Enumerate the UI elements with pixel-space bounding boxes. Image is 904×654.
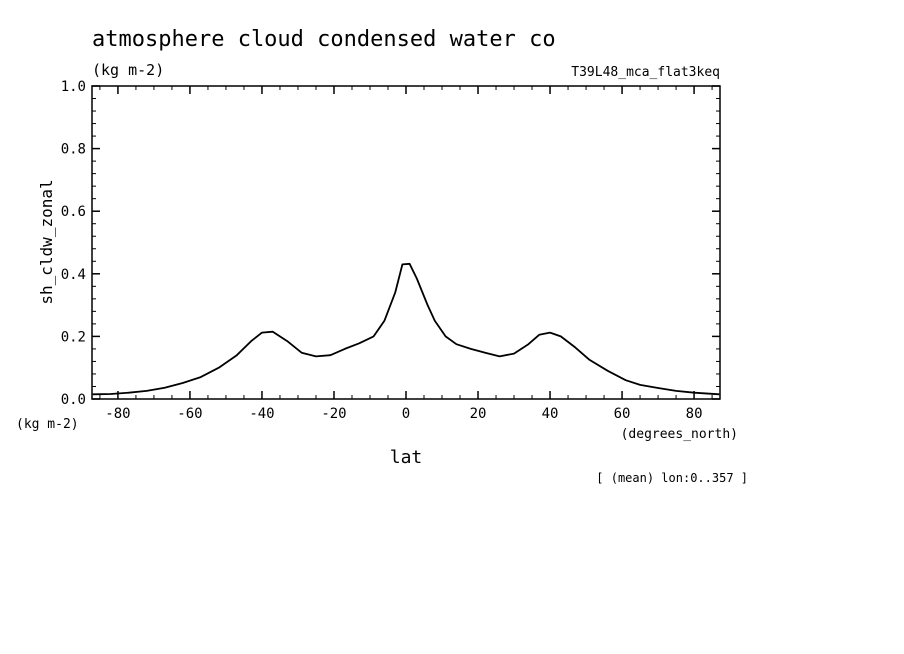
x-tick-label: -40	[249, 406, 274, 422]
experiment-label: T39L48_mca_flat3keq	[571, 65, 720, 80]
x-tick-label: 0	[402, 406, 410, 422]
y-tick-label: 0.6	[61, 204, 86, 220]
y-tick-label: 0.4	[61, 267, 86, 283]
chart-title: atmosphere cloud condensed water co	[92, 27, 556, 52]
plot-area: -80 -60 -40 -20 0 20 40 60 80 0.0 0.2 0.4 0.6 0.8 1.0	[61, 79, 721, 422]
x-tick-label: 60	[614, 406, 631, 422]
y-tick-label: 1.0	[61, 79, 86, 95]
x-tick-label: 80	[686, 406, 703, 422]
y-tick-label: 0.2	[61, 329, 86, 345]
x-tick-label: -80	[105, 406, 130, 422]
y-tick-label: 0.8	[61, 142, 86, 158]
x-tick-label: 20	[470, 406, 487, 422]
y-axis-units: (kg m-2)	[16, 417, 79, 432]
y-tick-label: 0.0	[61, 392, 86, 408]
x-axis-label: lat	[390, 447, 423, 468]
x-tick-label: -60	[177, 406, 202, 422]
series-line	[92, 262, 720, 396]
x-tick-label: -20	[321, 406, 346, 422]
y-axis-label: sh_cldw_zonal	[37, 179, 56, 304]
title-units: (kg m-2)	[92, 61, 164, 79]
x-axis-units: (degrees_north)	[621, 427, 738, 442]
footnote: [ (mean) lon:0..357 ]	[596, 471, 748, 485]
x-tick-label: 40	[542, 406, 559, 422]
plot-frame	[91, 85, 721, 400]
